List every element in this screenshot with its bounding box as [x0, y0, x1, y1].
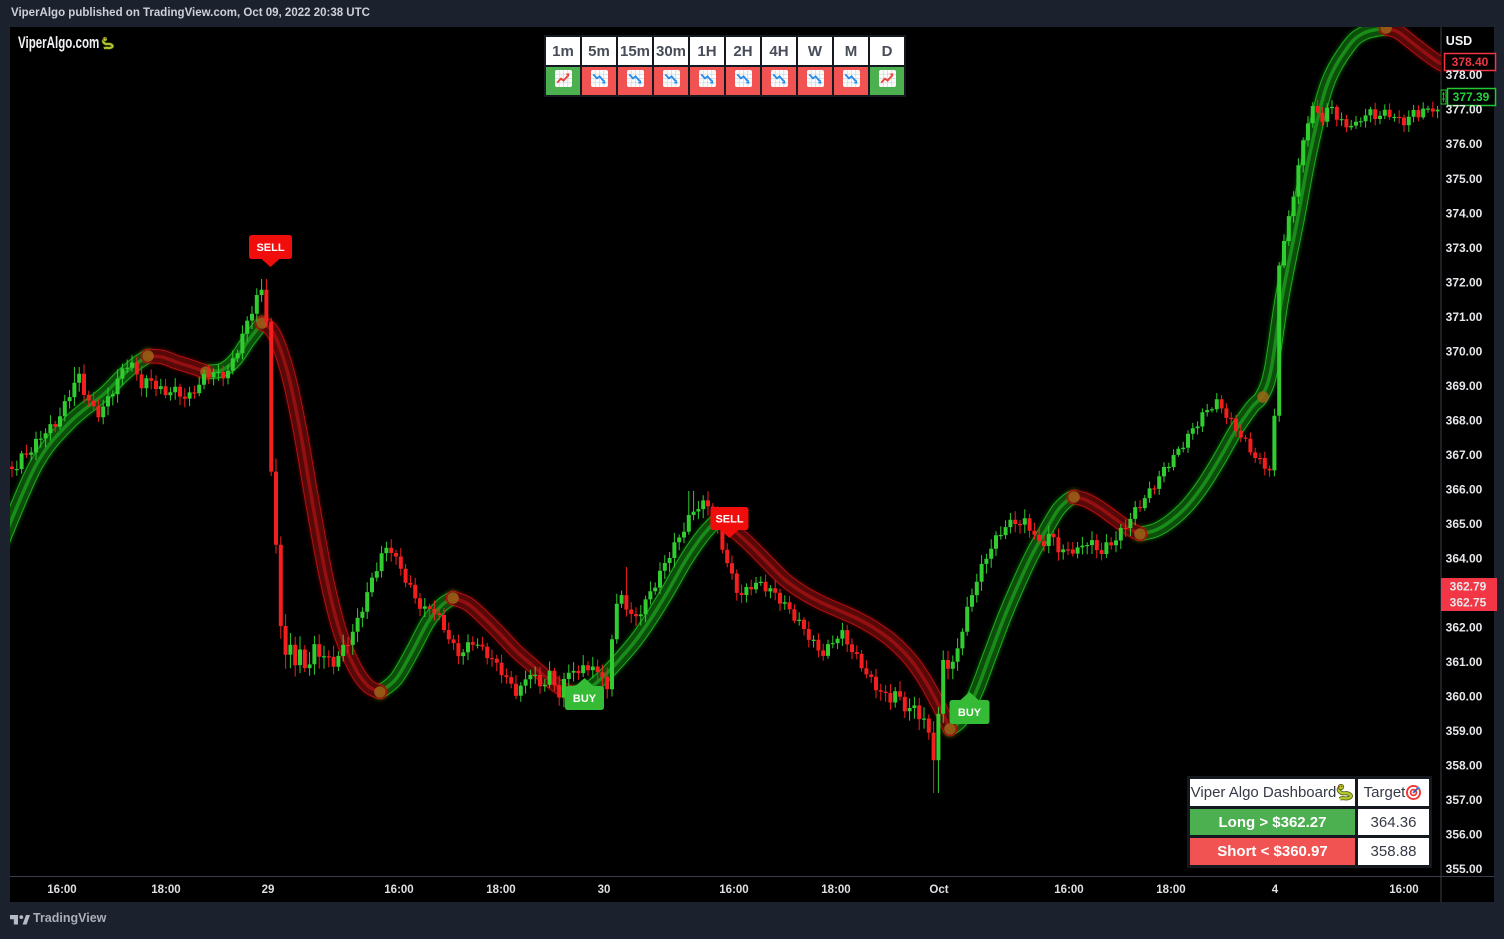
- svg-text:16:00: 16:00: [719, 884, 748, 896]
- svg-text:370.00: 370.00: [1446, 344, 1483, 358]
- svg-text:364.00: 364.00: [1446, 552, 1483, 566]
- svg-text:378.00: 378.00: [1446, 68, 1483, 82]
- svg-text:USD: USD: [1446, 34, 1472, 48]
- svg-text:16:00: 16:00: [1389, 884, 1418, 896]
- svg-text:375.00: 375.00: [1446, 172, 1483, 186]
- svg-text:360.00: 360.00: [1446, 690, 1483, 704]
- svg-text:362.79: 362.79: [1450, 580, 1487, 594]
- svg-text:18:00: 18:00: [821, 884, 850, 896]
- svg-text:355.00: 355.00: [1446, 862, 1483, 876]
- svg-text:374.00: 374.00: [1446, 206, 1483, 220]
- svg-text:358.00: 358.00: [1446, 759, 1483, 773]
- svg-text:372.00: 372.00: [1446, 275, 1483, 289]
- svg-text:30: 30: [598, 884, 611, 896]
- svg-text:369.00: 369.00: [1446, 379, 1483, 393]
- svg-text:373.00: 373.00: [1446, 241, 1483, 255]
- svg-text:367.00: 367.00: [1446, 448, 1483, 462]
- svg-text:362.75: 362.75: [1450, 596, 1487, 610]
- svg-text:377.00: 377.00: [1446, 103, 1483, 117]
- svg-text:BUY: BUY: [958, 707, 982, 719]
- svg-text:SELL: SELL: [256, 242, 284, 254]
- svg-text:16:00: 16:00: [47, 884, 76, 896]
- svg-text:4: 4: [1272, 884, 1279, 896]
- svg-text:357.00: 357.00: [1446, 793, 1483, 807]
- svg-text:16:00: 16:00: [1054, 884, 1083, 896]
- svg-text:366.00: 366.00: [1446, 482, 1483, 496]
- svg-text:371.00: 371.00: [1446, 310, 1483, 324]
- svg-text:368.00: 368.00: [1446, 413, 1483, 427]
- svg-text:18:00: 18:00: [1156, 884, 1185, 896]
- svg-text:29: 29: [262, 884, 275, 896]
- svg-text:362.00: 362.00: [1446, 621, 1483, 635]
- svg-text:377.39: 377.39: [1453, 90, 1490, 104]
- svg-text:18:00: 18:00: [151, 884, 180, 896]
- svg-text:365.00: 365.00: [1446, 517, 1483, 531]
- svg-text:378.40: 378.40: [1452, 55, 1489, 69]
- svg-text:356.00: 356.00: [1446, 828, 1483, 842]
- svg-text:359.00: 359.00: [1446, 724, 1483, 738]
- svg-text:361.00: 361.00: [1446, 655, 1483, 669]
- svg-text:16:00: 16:00: [384, 884, 413, 896]
- svg-text:376.00: 376.00: [1446, 137, 1483, 151]
- svg-text:Oct: Oct: [929, 884, 948, 896]
- svg-text:18:00: 18:00: [486, 884, 515, 896]
- svg-text:SELL: SELL: [715, 514, 743, 526]
- svg-text:BUY: BUY: [573, 693, 597, 705]
